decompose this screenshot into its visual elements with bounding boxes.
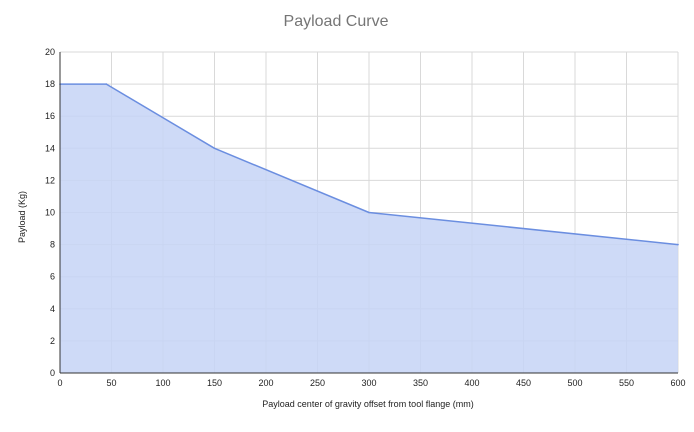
data-point [105, 83, 108, 85]
x-tick-label: 600 [670, 378, 685, 388]
x-tick-label: 550 [619, 378, 634, 388]
x-tick-label: 50 [106, 378, 116, 388]
x-tick-label: 400 [464, 378, 479, 388]
y-axis-title: Payload (Kg) [17, 191, 27, 243]
y-tick-label: 12 [45, 175, 55, 185]
x-tick-label: 150 [207, 378, 222, 388]
plot-area [59, 83, 679, 373]
y-tick-label: 10 [45, 208, 55, 218]
x-tick-label: 350 [413, 378, 428, 388]
y-tick-label: 0 [50, 368, 55, 378]
x-tick-label: 300 [361, 378, 376, 388]
x-tick-label: 200 [258, 378, 273, 388]
y-tick-label: 18 [45, 79, 55, 89]
x-tick-label: 450 [516, 378, 531, 388]
x-tick-label: 250 [310, 378, 325, 388]
x-axis-ticks: 0 50 100 150 200 250 300 350 400 450 500 550 600 [57, 378, 685, 388]
x-axis-title: Payload center of gravity offset from to… [262, 399, 473, 409]
y-tick-label: 4 [50, 304, 55, 314]
data-point [213, 147, 216, 150]
y-tick-label: 16 [45, 111, 55, 121]
y-tick-label: 2 [50, 336, 55, 346]
y-tick-label: 6 [50, 272, 55, 282]
x-tick-label: 500 [567, 378, 582, 388]
series-area [60, 84, 678, 373]
data-point [368, 211, 370, 214]
y-tick-label: 14 [45, 143, 55, 153]
chart-title: Payload Curve [284, 13, 389, 30]
y-axis-ticks: 0 2 4 6 8 10 12 14 16 18 20 [45, 47, 55, 378]
x-tick-label: 100 [155, 378, 170, 388]
x-tick-label: 0 [57, 378, 62, 388]
y-tick-label: 8 [50, 240, 55, 250]
data-point [677, 243, 679, 246]
axes [59, 52, 678, 374]
y-tick-label: 20 [45, 47, 55, 57]
